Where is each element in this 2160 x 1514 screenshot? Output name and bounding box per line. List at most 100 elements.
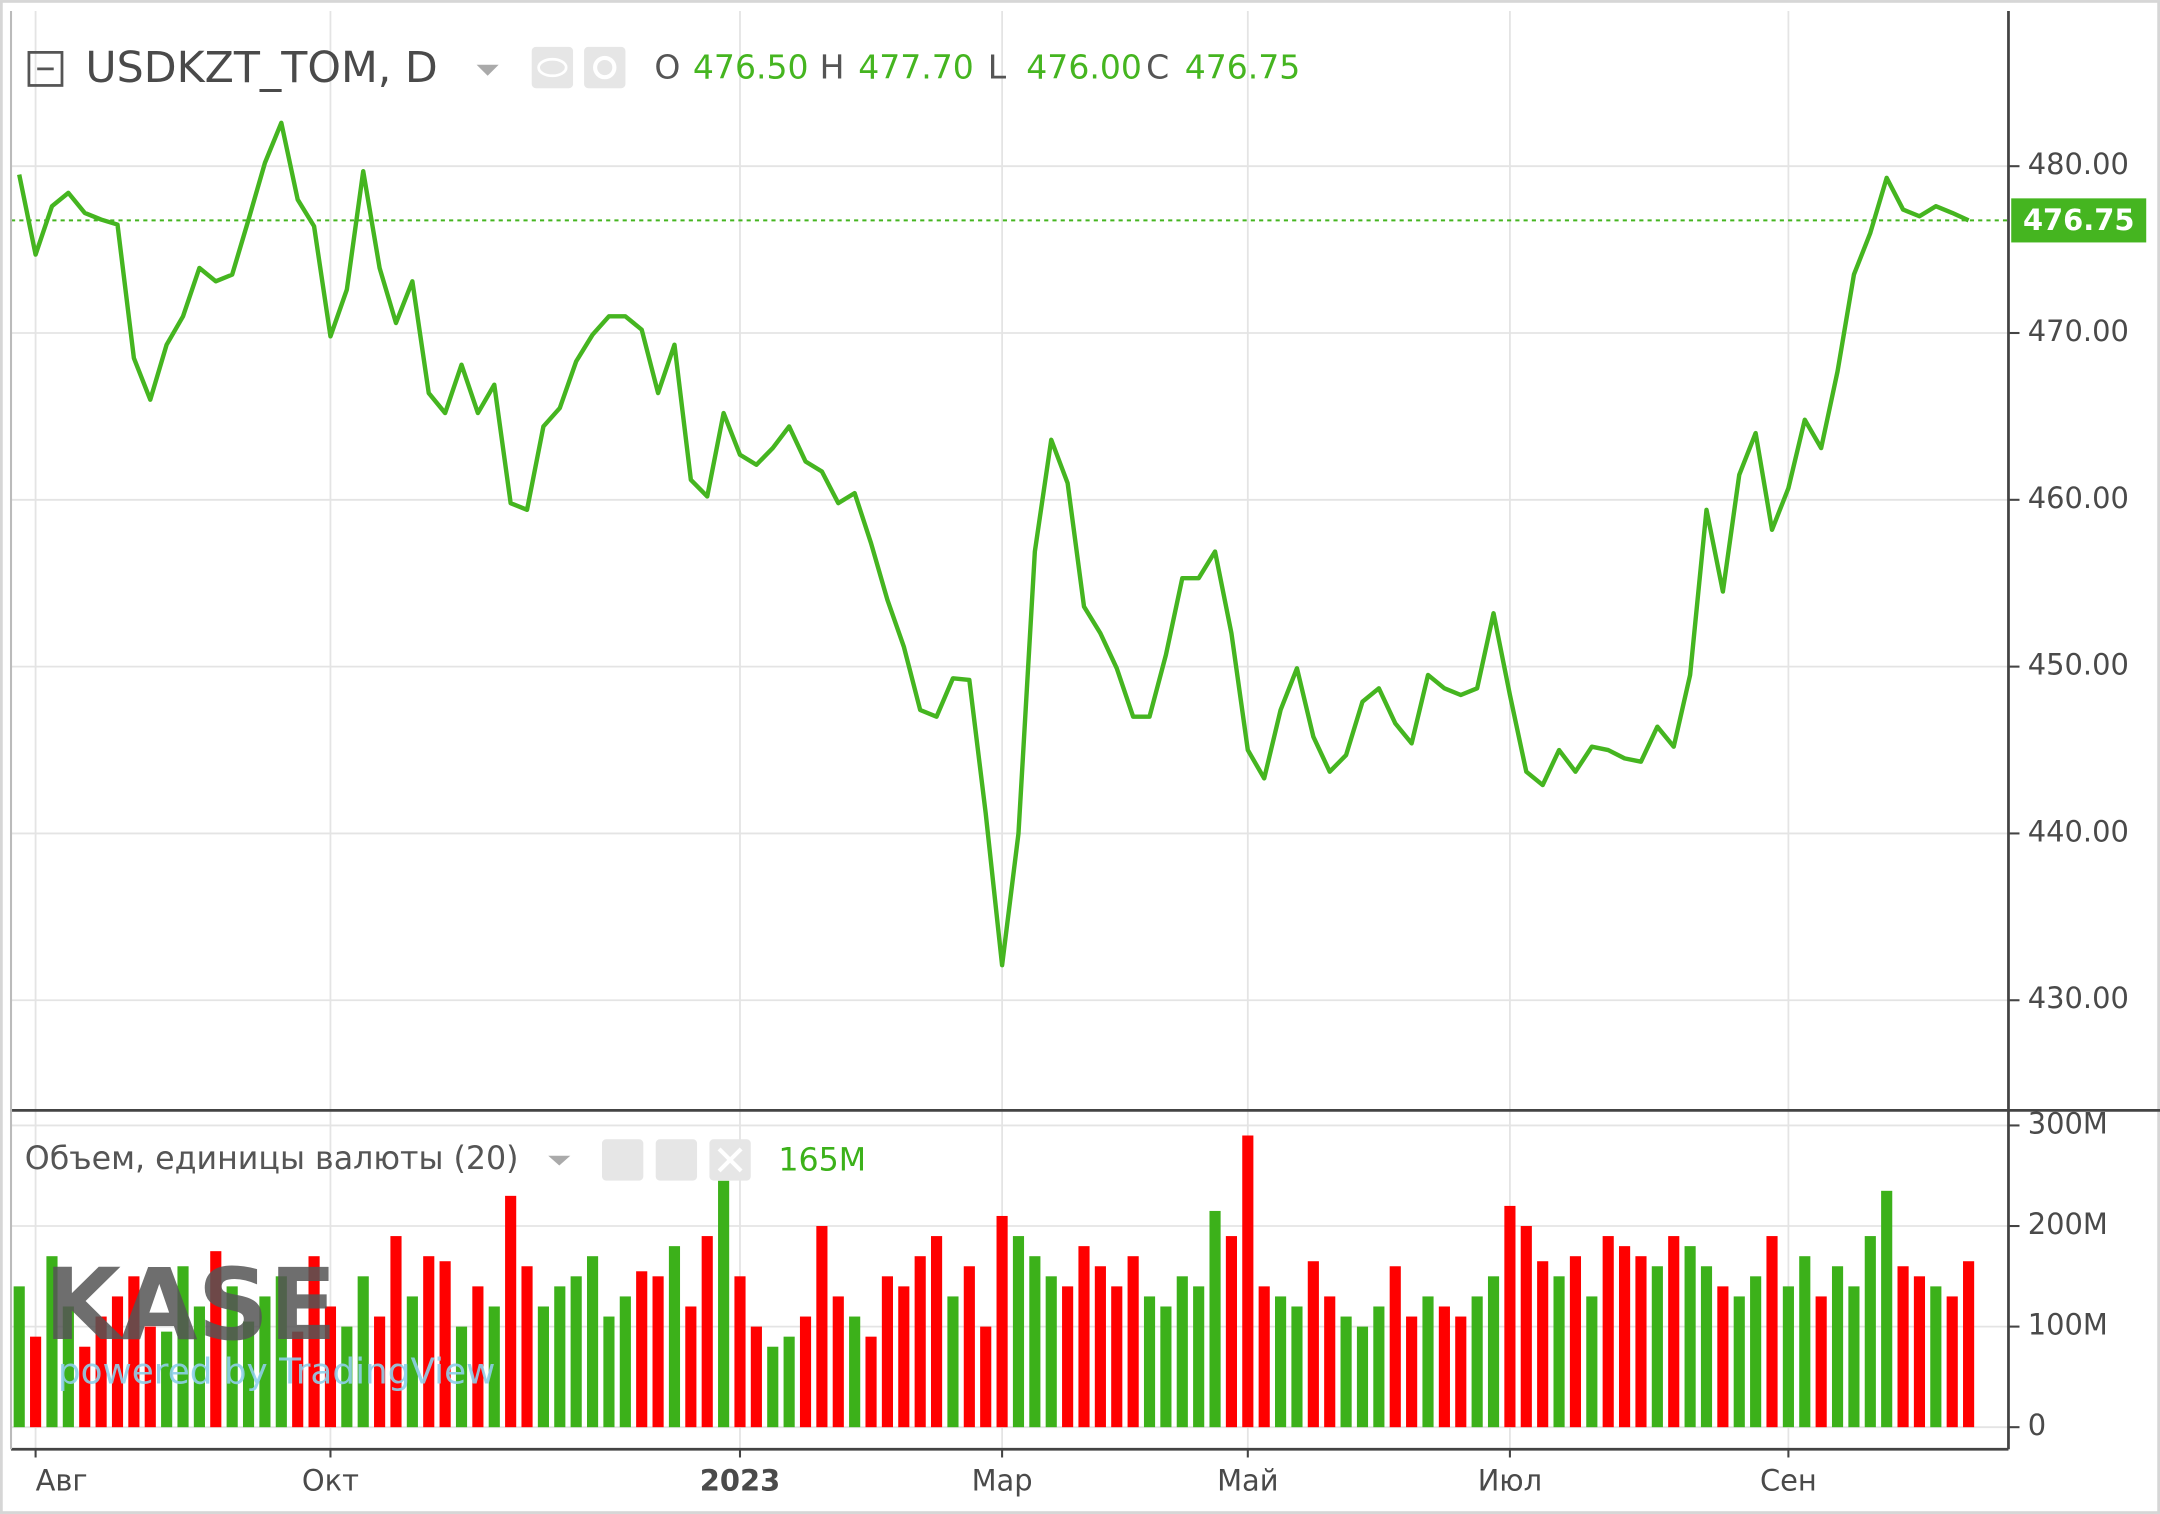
gear-glyph — [593, 55, 617, 80]
watermark: KASE — [44, 1248, 337, 1363]
y-tick-label: 430.00 — [2028, 981, 2129, 1015]
volume-bar — [898, 1286, 910, 1428]
volume-bar — [1143, 1296, 1156, 1428]
watermark-note: powered by TradingView — [58, 1351, 496, 1392]
volume-bar — [799, 1316, 812, 1428]
volume-bar — [1012, 1236, 1025, 1428]
volume-bar — [718, 1180, 730, 1428]
volume-bar — [1176, 1276, 1188, 1428]
volume-bar — [13, 1286, 25, 1428]
last-price-tag — [2011, 198, 2147, 243]
x-tick-label: Сен — [1760, 1463, 1817, 1497]
settings-icon[interactable] — [655, 1139, 698, 1181]
collapse-icon[interactable] — [27, 51, 64, 87]
volume-bar — [1356, 1326, 1369, 1428]
volume-bar — [980, 1326, 992, 1428]
volume-bar — [1438, 1306, 1450, 1428]
volume-bar — [1455, 1316, 1467, 1428]
volume-bar — [177, 1266, 189, 1428]
volume-bar — [390, 1236, 402, 1428]
volume-bar — [685, 1306, 697, 1428]
volume-bar — [1766, 1236, 1778, 1428]
volume-bar — [1569, 1256, 1582, 1428]
volume-bar — [1193, 1286, 1205, 1428]
volume-bar — [1389, 1266, 1401, 1428]
symbol-title[interactable]: USDKZT_TOM, D — [85, 43, 437, 93]
volume-value: 165M — [778, 1142, 866, 1178]
y-tick-label: 470.00 — [2028, 314, 2129, 348]
volume-bar — [1831, 1266, 1844, 1428]
volume-bar — [1799, 1256, 1811, 1428]
ohlc-value: 477.70 — [858, 47, 974, 86]
volume-bar — [586, 1256, 599, 1428]
ohlc: O 476.50 H 477.70 L 476.00 C 476.75 — [654, 47, 1300, 86]
dropdown-caret[interactable] — [476, 64, 499, 76]
ohlc-label: L — [988, 47, 1007, 86]
volume-bar — [1651, 1266, 1663, 1428]
x-tick-label: Мар — [972, 1463, 1033, 1497]
volume-bar — [1127, 1256, 1139, 1428]
volume-bar — [275, 1276, 287, 1428]
price-line — [17, 120, 1970, 968]
volume-bar — [1864, 1236, 1876, 1428]
volume-bar — [1913, 1276, 1926, 1428]
eye-icon[interactable] — [601, 1139, 644, 1181]
y-tick-label: 300M — [2028, 1106, 2108, 1140]
volume-bar — [521, 1266, 533, 1428]
x-tick-label: Июл — [1478, 1463, 1542, 1497]
volume-bar — [1586, 1296, 1598, 1428]
volume-bar — [1209, 1210, 1221, 1428]
volume-bar — [62, 1306, 74, 1428]
x-tick-label: Окт — [302, 1463, 359, 1497]
volume-bar — [865, 1336, 877, 1428]
volume-bar — [423, 1256, 435, 1428]
volume-bar — [750, 1326, 762, 1428]
volume-bar — [652, 1276, 664, 1428]
dropdown-caret[interactable] — [548, 1155, 571, 1166]
volume-bar — [226, 1286, 238, 1428]
volume-bar — [1275, 1296, 1287, 1428]
volume-bar — [128, 1276, 140, 1428]
settings-icon[interactable] — [584, 46, 626, 89]
ohlc-value: 476.00 — [1026, 47, 1142, 86]
volume-bar — [1635, 1256, 1647, 1428]
volume-bar — [914, 1256, 926, 1428]
volume-bar — [963, 1266, 975, 1428]
ohlc-label: H — [820, 47, 845, 86]
ohlc-value: 476.75 — [1185, 47, 1301, 86]
volume-bar — [1848, 1286, 1860, 1428]
volume-bar — [472, 1286, 484, 1428]
volume-bar — [374, 1316, 386, 1428]
ohlc-label: C — [1146, 47, 1169, 86]
volume-bar — [603, 1316, 615, 1428]
volume-bar — [570, 1276, 582, 1428]
eye-icon[interactable] — [531, 46, 574, 89]
y-tick-label: 460.00 — [2028, 481, 2129, 515]
marks — [11, 120, 2009, 1428]
eye-glyph — [537, 57, 568, 78]
volume-bar — [1094, 1266, 1106, 1428]
volume-bar — [1225, 1236, 1238, 1428]
y-tick-label: 480.00 — [2028, 147, 2129, 181]
volume-bar — [1668, 1236, 1680, 1428]
volume-bar — [1881, 1190, 1893, 1428]
volume-bar — [1520, 1226, 1532, 1428]
volume-bar — [46, 1256, 58, 1428]
volume-bar — [849, 1316, 861, 1428]
volume-bar — [488, 1306, 500, 1428]
volume-bar — [439, 1261, 451, 1428]
volume-bar — [1258, 1286, 1270, 1428]
volume-bar — [1471, 1296, 1483, 1428]
volume-bar — [947, 1296, 959, 1428]
volume-title[interactable]: Объем, единицы валюты (20) — [25, 1141, 519, 1177]
volume-bar — [193, 1306, 205, 1428]
volume-bar — [242, 1321, 255, 1428]
y-tick-label: 440.00 — [2028, 814, 2129, 848]
volume-bar — [1700, 1266, 1713, 1428]
volume-bar — [881, 1276, 893, 1428]
ohlc-value: 476.50 — [693, 47, 809, 86]
volume-bar — [1078, 1246, 1090, 1428]
volume-bar — [832, 1296, 844, 1428]
volume-bar — [537, 1306, 549, 1428]
